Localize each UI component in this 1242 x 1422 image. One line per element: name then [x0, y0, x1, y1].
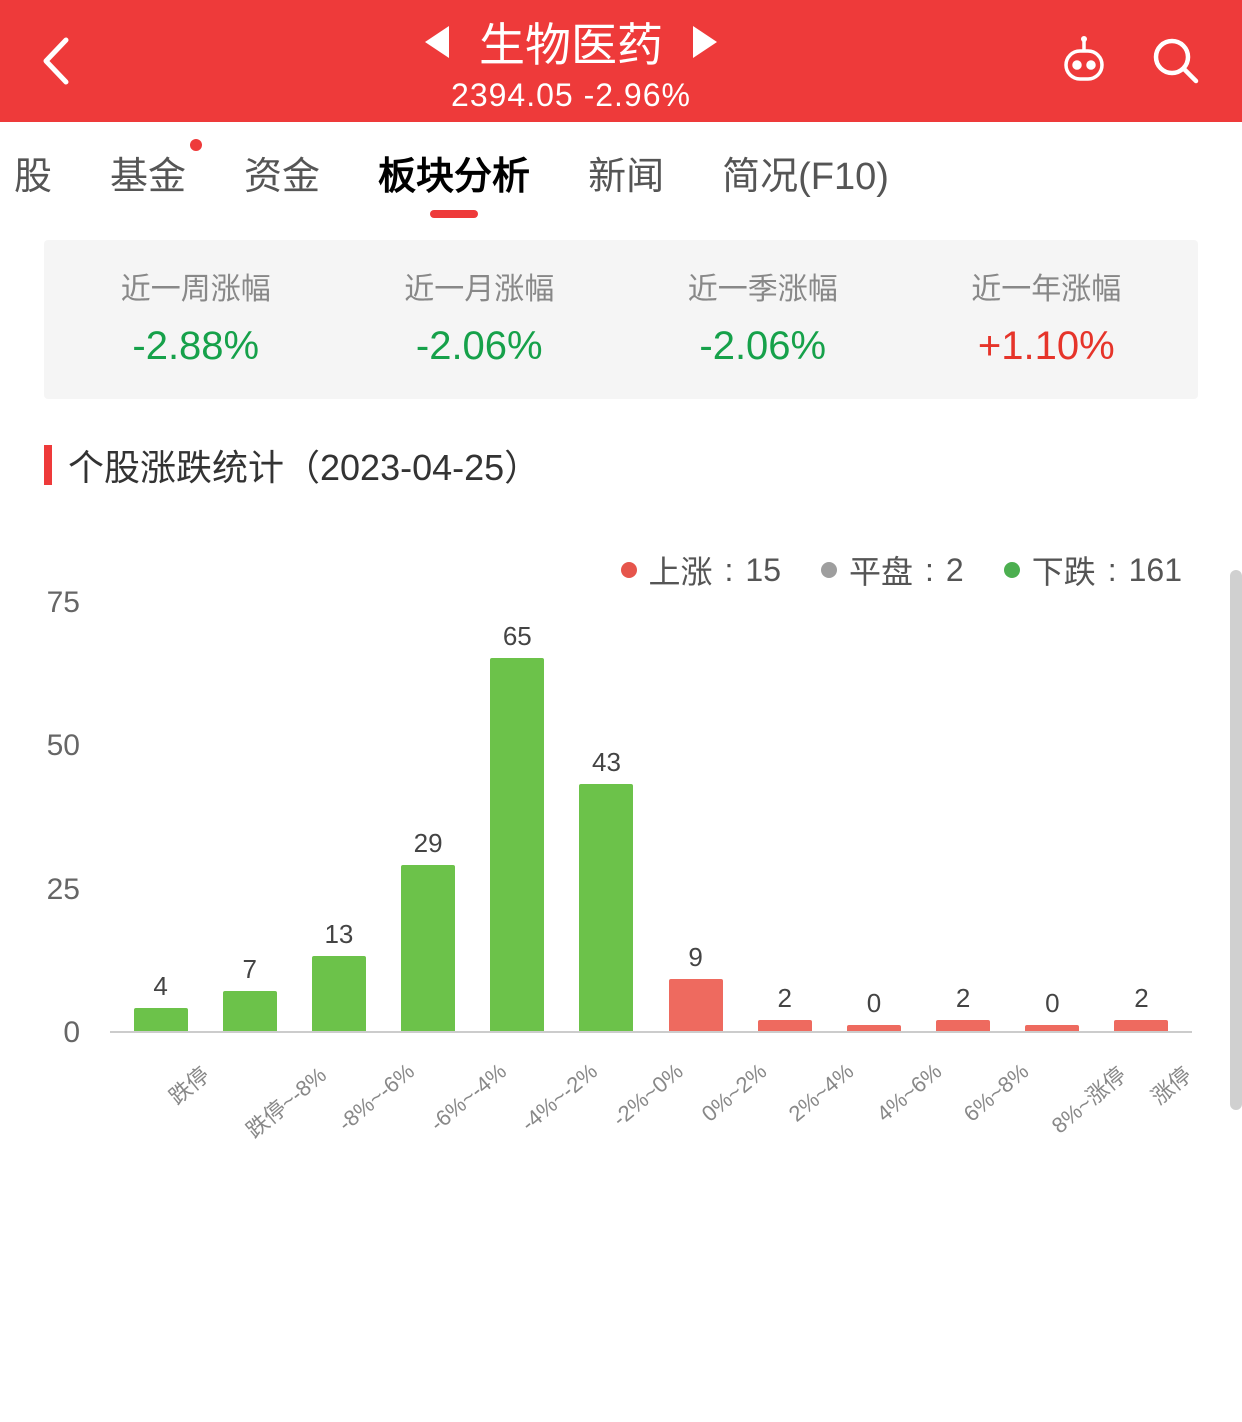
- legend-flat: 平盘: 2: [821, 547, 964, 593]
- bar-value-label: 9: [688, 942, 702, 973]
- notification-dot: [190, 139, 202, 151]
- bar-col: 9: [651, 603, 740, 1031]
- legend-up-value: 15: [745, 552, 781, 589]
- bar: [223, 991, 277, 1031]
- header-left: [40, 36, 160, 86]
- bar: [134, 1008, 188, 1031]
- bar-col: 13: [294, 603, 383, 1031]
- legend-up-dot: [621, 562, 637, 578]
- legend-up-label: 上涨: [649, 547, 713, 593]
- bar: [490, 658, 544, 1031]
- stat-label: 近一月涨幅: [338, 264, 622, 308]
- stat-value: +1.10%: [905, 324, 1189, 369]
- stat-label: 近一年涨幅: [905, 264, 1189, 308]
- stat-value: -2.88%: [54, 324, 338, 369]
- stat-col: 近一年涨幅 +1.10%: [905, 264, 1189, 369]
- tab-item[interactable]: 资金: [240, 135, 324, 210]
- tab-item[interactable]: 新闻: [584, 135, 668, 210]
- bar: [312, 956, 366, 1031]
- bar-col: 0: [829, 603, 918, 1031]
- bar-value-label: 2: [956, 983, 970, 1014]
- bar-col: 2: [740, 603, 829, 1031]
- header-title: 生物医药: [479, 9, 663, 75]
- legend-flat-value: 2: [946, 552, 964, 589]
- bar-col: 2: [1097, 603, 1186, 1031]
- bar-value-label: 13: [324, 919, 353, 950]
- stat-value: -2.06%: [621, 324, 905, 369]
- stat-col: 近一周涨幅 -2.88%: [54, 264, 338, 369]
- app-header: 生物医药 2394.05 -2.96%: [0, 0, 1242, 122]
- back-icon[interactable]: [40, 36, 70, 86]
- legend-flat-label: 平盘: [849, 547, 913, 593]
- header-center: 生物医药 2394.05 -2.96%: [160, 9, 982, 114]
- bar-value-label: 4: [153, 971, 167, 1002]
- bar-col: 0: [1008, 603, 1097, 1031]
- stat-value: -2.06%: [338, 324, 622, 369]
- bar-col: 43: [562, 603, 651, 1031]
- bar: [669, 979, 723, 1031]
- bar-col: 2: [919, 603, 1008, 1031]
- legend-down-dot: [1004, 562, 1020, 578]
- y-tick: 50: [47, 729, 80, 763]
- stat-col: 近一月涨幅 -2.06%: [338, 264, 622, 369]
- stat-label: 近一周涨幅: [54, 264, 338, 308]
- bar-col: 7: [205, 603, 294, 1031]
- bar-value-label: 65: [503, 621, 532, 652]
- header-right: [982, 35, 1202, 87]
- header-change: -2.96%: [584, 77, 691, 113]
- bar-value-label: 2: [1134, 983, 1148, 1014]
- x-tick-label: 跌停~-8%: [203, 1043, 299, 1075]
- tab-bar: 股基金资金板块分析新闻简况(F10): [0, 122, 1242, 222]
- bar-value-label: 0: [867, 988, 881, 1019]
- legend-flat-dot: [821, 562, 837, 578]
- legend-down: 下跌: 161: [1004, 547, 1182, 593]
- x-axis-labels: 跌停跌停~-8%-8%~-6%-6%~-4%-4%~-2%-2%~0%0%~2%…: [110, 1033, 1192, 1075]
- stat-col: 近一季涨幅 -2.06%: [621, 264, 905, 369]
- bar-col: 4: [116, 603, 205, 1031]
- y-tick: 25: [47, 873, 80, 907]
- bar-col: 65: [473, 603, 562, 1031]
- section-title: 个股涨跌统计（2023-04-25）: [44, 439, 1242, 491]
- tab-item[interactable]: 板块分析: [374, 135, 534, 210]
- bar: [579, 784, 633, 1031]
- bar-col: 29: [384, 603, 473, 1031]
- bar: [1114, 1020, 1168, 1031]
- bar-value-label: 29: [414, 828, 443, 859]
- tab-item[interactable]: 股: [10, 135, 56, 210]
- section-title-text: 个股涨跌统计（2023-04-25）: [68, 439, 540, 491]
- legend-up: 上涨: 15: [621, 547, 782, 593]
- legend-down-label: 下跌: [1032, 547, 1096, 593]
- plot-area: 4 7 13 29 65 43 9 2 0 2 0 2: [110, 603, 1192, 1033]
- tab-item[interactable]: 简况(F10): [718, 135, 893, 210]
- stat-label: 近一季涨幅: [621, 264, 905, 308]
- legend-down-value: 161: [1129, 552, 1182, 589]
- bar-value-label: 7: [243, 954, 257, 985]
- y-tick: 75: [47, 586, 80, 620]
- header-price: 2394.05: [451, 77, 574, 113]
- bar: [758, 1020, 812, 1031]
- next-icon[interactable]: [693, 26, 717, 58]
- bar: [1025, 1025, 1079, 1031]
- search-icon[interactable]: [1150, 35, 1202, 87]
- y-tick: 0: [63, 1016, 80, 1050]
- bar: [401, 865, 455, 1031]
- period-stats-card: 近一周涨幅-2.88%近一月涨幅-2.06%近一季涨幅-2.06%近一年涨幅+1…: [44, 240, 1198, 399]
- header-subtitle: 2394.05 -2.96%: [451, 77, 691, 114]
- bar-value-label: 2: [778, 983, 792, 1014]
- bar-chart: 0255075 4713296543920202 跌停跌停~-8%-8%~-6%…: [20, 603, 1192, 1075]
- y-axis: 0255075: [20, 603, 90, 1075]
- bar: [936, 1020, 990, 1031]
- bar-value-label: 0: [1045, 988, 1059, 1019]
- scrollbar[interactable]: [1230, 570, 1242, 1110]
- chart-legend: 上涨: 15 平盘: 2 下跌: 161: [0, 547, 1182, 593]
- x-tick-label: 跌停: [116, 1043, 203, 1075]
- prev-icon[interactable]: [425, 26, 449, 58]
- tab-item[interactable]: 基金: [106, 135, 190, 210]
- bar: [847, 1025, 901, 1031]
- robot-icon[interactable]: [1058, 35, 1110, 87]
- bar-value-label: 43: [592, 747, 621, 778]
